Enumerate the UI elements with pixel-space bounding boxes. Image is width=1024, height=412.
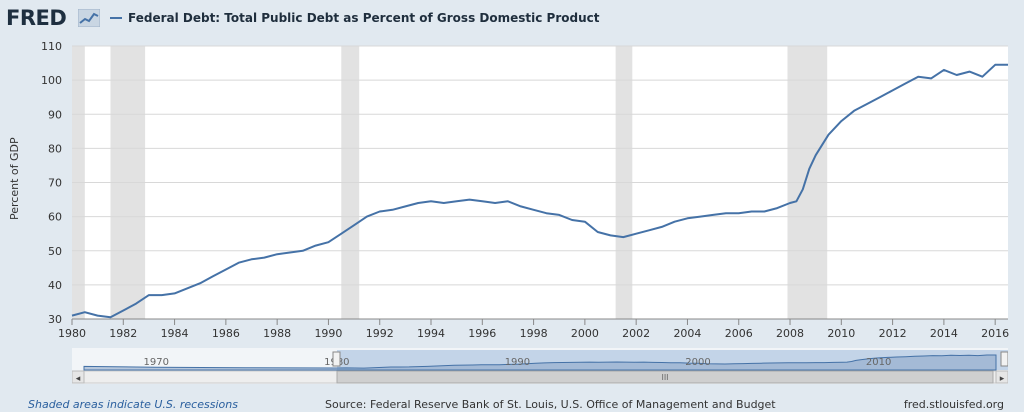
- y-tick-label: 50: [48, 245, 62, 258]
- x-tick-label: 1994: [417, 327, 445, 340]
- x-tick-label: 1996: [468, 327, 496, 340]
- x-tick-label: 2002: [622, 327, 650, 340]
- x-tick-label: 2004: [673, 327, 701, 340]
- x-tick-label: 2000: [571, 327, 599, 340]
- scroll-left-button[interactable]: [72, 370, 85, 384]
- x-tick-label: 1988: [263, 327, 291, 340]
- x-tick-label: 1982: [109, 327, 137, 340]
- x-tick-label: 2016: [981, 327, 1009, 340]
- range-navigator[interactable]: 19701980199020002010◂▸III: [72, 348, 1008, 384]
- navigator-series-area: [83, 354, 997, 371]
- x-tick-label: 1992: [366, 327, 394, 340]
- scroll-right-button[interactable]: [995, 370, 1008, 384]
- fred-logo-chart-icon: [78, 9, 100, 27]
- x-tick-label: 1986: [212, 327, 240, 340]
- legend-label: Federal Debt: Total Public Debt as Perce…: [128, 11, 600, 25]
- y-tick-label: 100: [41, 74, 62, 87]
- site-link[interactable]: fred.stlouisfed.org: [903, 398, 1004, 411]
- x-tick-label: 2008: [776, 327, 804, 340]
- scrollbar-grip-icon: III: [661, 373, 668, 382]
- scroll-left-arrow-icon: ◂: [76, 374, 81, 384]
- y-tick-label: 70: [48, 177, 62, 190]
- x-tick-label: 2014: [930, 327, 958, 340]
- source-text: Source: Federal Reserve Bank of St. Loui…: [325, 398, 776, 411]
- scroll-right-arrow-icon: ▸: [1000, 374, 1005, 384]
- y-tick-label: 60: [48, 211, 62, 224]
- fred-logo[interactable]: FRED: [6, 6, 67, 30]
- chart-header: FRED Federal Debt: Total Public Debt as …: [0, 0, 1024, 36]
- navigator-year-label: 1990: [505, 357, 530, 368]
- footer: Shaded areas indicate U.S. recessions So…: [0, 392, 1024, 412]
- navigator-scrollbar-thumb[interactable]: [336, 370, 994, 384]
- navigator-year-label: 2010: [866, 357, 891, 368]
- y-tick-label: 30: [48, 313, 62, 326]
- series-line: [71, 63, 1008, 319]
- x-tick-label: 1990: [314, 327, 342, 340]
- legend-swatch: [110, 17, 122, 19]
- navigator-year-label: 1970: [144, 357, 169, 368]
- x-tick-label: 1980: [58, 327, 86, 340]
- y-tick-label: 80: [48, 142, 62, 155]
- y-tick-label: 40: [48, 279, 62, 292]
- recession-note: Shaded areas indicate U.S. recessions: [28, 398, 238, 411]
- chart-plot: 30 40 50 60 70 80 90 100 110 1980 1982 1984 1986 1988…: [41, 40, 1009, 340]
- y-axis-title: Percent of GDP: [8, 137, 21, 220]
- y-tick-label: 110: [41, 40, 62, 53]
- x-tick-label: 2012: [879, 327, 907, 340]
- x-tick-label: 2010: [827, 327, 855, 340]
- navigator-handle-right[interactable]: [1000, 351, 1008, 367]
- y-tick-label: 90: [48, 108, 62, 121]
- navigator-year-label: 2000: [685, 357, 710, 368]
- x-tick-label: 1984: [161, 327, 189, 340]
- x-tick-label: 1998: [520, 327, 548, 340]
- navigator-handle-left[interactable]: [332, 351, 341, 367]
- x-tick-label: 2006: [725, 327, 753, 340]
- legend: Federal Debt: Total Public Debt as Perce…: [110, 11, 599, 25]
